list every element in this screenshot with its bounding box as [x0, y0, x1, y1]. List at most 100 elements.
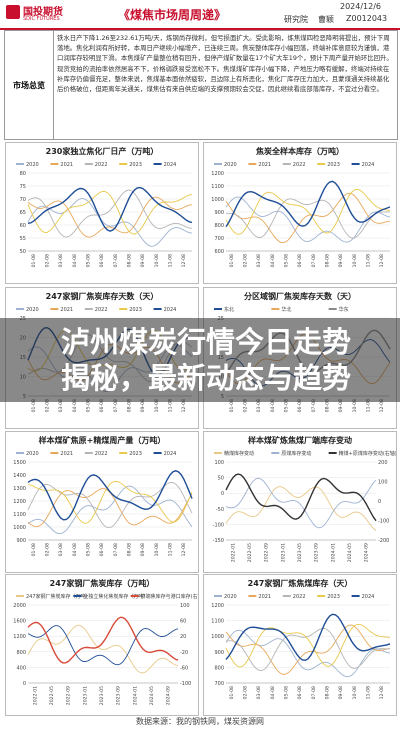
decor-line — [225, 473, 377, 522]
y-tick-label: 0 — [23, 681, 26, 687]
panel-title: 247家钢厂焦炭库存天数（天） — [46, 291, 159, 301]
y-tick-label: -150 — [213, 538, 224, 544]
y2-tick-label: -100 — [378, 519, 389, 525]
legend-label: 2023 — [129, 307, 142, 313]
y2-tick-label: -100 — [180, 681, 191, 687]
legend-label: 2024 — [164, 451, 177, 457]
x-tick-label: 10-08 — [352, 399, 358, 412]
y-tick-label: 1000 — [211, 197, 224, 203]
x-tick-label: 12-08 — [379, 686, 385, 699]
x-tick-label: 2022-05 — [247, 543, 253, 562]
x-tick-label: 04-08 — [270, 686, 276, 699]
x-tick-label: 02-08 — [243, 686, 249, 699]
decor-line — [225, 477, 377, 529]
decor-line — [27, 616, 179, 664]
decor-line — [27, 190, 193, 235]
y-tick-label: 1200 — [211, 603, 224, 609]
y-tick-label: 1300 — [13, 486, 26, 492]
x-tick-label: 04-08 — [72, 399, 78, 412]
x-tick-label: 07-08 — [311, 254, 317, 267]
x-tick-label: 06-08 — [99, 254, 105, 267]
y2-tick-label: 0 — [378, 499, 381, 505]
x-tick-label: 2024-05 — [149, 686, 155, 705]
decor-line — [27, 186, 193, 232]
decor-line — [225, 624, 391, 675]
y-tick-label: 1000 — [211, 634, 224, 640]
x-tick-label: 09-08 — [338, 254, 344, 267]
y-tick-label: 50 — [218, 476, 224, 482]
x-tick-label: 03-08 — [58, 399, 64, 412]
x-tick-label: 12-08 — [379, 399, 385, 412]
x-tick-label: 10-08 — [352, 254, 358, 267]
x-tick-label: 2023-01 — [280, 543, 286, 562]
x-tick-label: 09-08 — [140, 543, 146, 556]
header: 国投期货 SDIC FUTURES 《煤焦市场周周递》 2024/12/6 研究… — [0, 0, 400, 30]
date: 2024/12/6 — [340, 2, 382, 11]
x-tick-label: 2023-05 — [99, 686, 105, 705]
x-tick-label: 05-08 — [86, 254, 92, 267]
author: 曹颖 — [318, 15, 334, 24]
x-tick-label: 07-08 — [311, 399, 317, 412]
y-tick-label: 900 — [16, 538, 26, 544]
legend-label: 2022 — [293, 594, 306, 600]
y-tick-label: 1200 — [13, 499, 26, 505]
x-tick-label: 10-08 — [352, 686, 358, 699]
x-tick-label: 2022-05 — [49, 686, 55, 705]
decor-line — [225, 188, 391, 235]
decor-line — [225, 623, 391, 668]
decor-line — [27, 480, 193, 524]
x-tick-label: 11-08 — [366, 686, 372, 699]
y-tick-label: 600 — [214, 249, 224, 255]
y-tick-label: 1100 — [211, 619, 224, 625]
overview: 市场总览 铁水日产下降1.26至232.61万吨/天，炼钢尚存微利，但亏损面扩大… — [4, 30, 398, 140]
panel-title: 分区域钢厂焦炭库存天数（天） — [244, 291, 356, 301]
x-tick-label: 12-08 — [181, 543, 187, 556]
y-tick-label: 800 — [214, 665, 224, 671]
decor-line — [225, 192, 391, 244]
x-tick-label: 05-08 — [86, 399, 92, 412]
x-tick-label: 06-08 — [99, 399, 105, 412]
legend-label: 2023 — [327, 162, 340, 168]
x-tick-label: 2024-09 — [364, 543, 370, 562]
logo-en: SDIC FUTURES — [23, 16, 60, 22]
x-tick-label: 02-08 — [45, 399, 51, 412]
source: 数据来源：我的钢铁网，煤炭资源网 — [136, 717, 264, 726]
x-tick-label: 12-08 — [181, 399, 187, 412]
decor-line — [225, 196, 391, 243]
legend-label: 2021 — [60, 162, 73, 168]
decor-line — [27, 488, 193, 528]
panel-title: 样本煤矿焦原+精煤周产量（万吨） — [39, 435, 166, 445]
x-tick-label: 09-08 — [338, 686, 344, 699]
y-tick-label: 60 — [20, 223, 26, 229]
y2-tick-label: -60 — [180, 665, 188, 671]
x-tick-label: 03-08 — [256, 254, 262, 267]
x-tick-label: 06-08 — [99, 543, 105, 556]
y2-tick-label: 20 — [180, 634, 186, 640]
dept: 研究院 — [284, 15, 308, 24]
decor-line — [225, 198, 391, 239]
legend-label: 2023 — [129, 451, 142, 457]
x-tick-label: 12-08 — [181, 254, 187, 267]
x-tick-label: 2024-01 — [132, 686, 138, 705]
x-tick-label: 2023-09 — [116, 686, 122, 705]
x-tick-label: 11-08 — [168, 254, 174, 267]
y-tick-label: 70 — [20, 197, 26, 203]
chart: 247家钢厂炼焦煤库存（天） 2020 2021 2022 2023 2024 700 800… — [211, 578, 391, 699]
x-tick-label: 2022-09 — [264, 543, 270, 562]
x-tick-label: 09-08 — [140, 399, 146, 412]
decor-line — [225, 613, 391, 662]
decor-line — [225, 627, 391, 672]
decor-line — [27, 198, 193, 247]
legend-label: 精煤+原煤库存变动(右轴) — [339, 450, 396, 457]
legend-label: 华东 — [339, 306, 349, 313]
legend-label: 2022 — [293, 162, 306, 168]
x-tick-label: 01-08 — [31, 399, 37, 412]
x-tick-label: 2024-09 — [166, 686, 172, 705]
y-tick-label: 75 — [20, 184, 26, 190]
x-tick-label: 11-08 — [366, 399, 372, 412]
x-tick-label: 2024-05 — [347, 543, 353, 562]
x-tick-label: 09-08 — [338, 399, 344, 412]
author-id: Z0012043 — [346, 14, 388, 23]
x-tick-label: 04-08 — [270, 254, 276, 267]
